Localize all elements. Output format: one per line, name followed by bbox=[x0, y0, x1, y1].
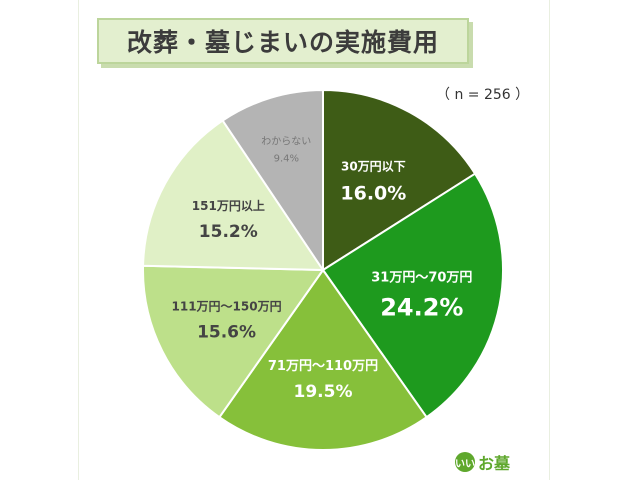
slice-category-label: 71万円～110万円 bbox=[268, 359, 378, 374]
slice-value-label: 15.6% bbox=[197, 323, 256, 343]
slice-category-label: わからない bbox=[261, 135, 311, 147]
chart-title: 改葬・墓じまいの実施費用 bbox=[126, 28, 439, 57]
slice-value-label: 16.0% bbox=[340, 183, 406, 205]
pie-slice bbox=[221, 88, 324, 274]
brand-logo-mark: いい bbox=[455, 452, 475, 472]
slice-value-label: 15.2% bbox=[199, 222, 258, 242]
slice-category-label: 30万円以下 bbox=[341, 160, 406, 174]
chart-title-box: 改葬・墓じまいの実施費用 bbox=[97, 18, 469, 64]
pie-slice bbox=[322, 88, 477, 272]
brand-logo: いい お墓 bbox=[455, 450, 510, 474]
slice-value-label: 19.5% bbox=[294, 382, 353, 402]
slice-category-label: 111万円～150万円 bbox=[172, 300, 282, 314]
slice-value-label: 9.4% bbox=[274, 153, 299, 164]
pie-slice bbox=[142, 264, 325, 419]
pie-slice bbox=[218, 268, 428, 451]
slice-category-label: 31万円～70万円 bbox=[371, 271, 472, 286]
brand-logo-word: お墓 bbox=[478, 454, 511, 473]
pie-slice bbox=[321, 172, 504, 419]
slice-value-label: 24.2% bbox=[380, 294, 463, 322]
slice-category-label: 151万円以上 bbox=[192, 198, 265, 213]
pie-slice bbox=[142, 119, 325, 272]
sample-size-label: （ n = 256 ） bbox=[436, 87, 530, 103]
